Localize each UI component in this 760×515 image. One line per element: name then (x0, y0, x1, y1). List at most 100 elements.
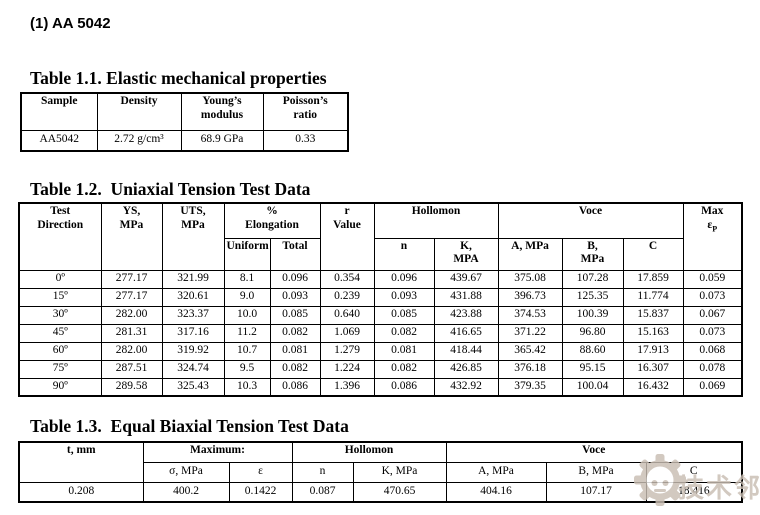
elastic-properties-table: Sample Density Young’s modulus Poisson’s r… (20, 92, 349, 152)
table-cell: 0.069 (682, 377, 743, 397)
table-cell: 1.279 (319, 341, 375, 361)
table-cell: 0.085 (269, 305, 321, 325)
th-test-direction: Test Direction (18, 202, 102, 271)
th-line: B, (587, 239, 598, 252)
table-cell: 1.396 (319, 377, 375, 397)
table-cell: 470.65 (352, 481, 447, 503)
th-line: Young’s (202, 95, 242, 107)
table-cell: AA5042 (20, 129, 98, 152)
table-cell: 0.085 (373, 305, 435, 325)
table-cell: 287.51 (100, 359, 163, 379)
th-k: K, MPA (433, 237, 499, 271)
table2-title: Table 1.2. Uniaxial Tension Test Data (30, 179, 311, 199)
table-cell: 321.99 (161, 269, 225, 289)
table-cell: 60º (18, 341, 102, 361)
table-cell: 90º (18, 377, 102, 397)
table-row: 45º 281.31 317.16 11.2 0.082 1.069 0.082 416.65… (18, 323, 743, 343)
table-cell: 289.58 (100, 377, 163, 397)
th-c: C (645, 461, 743, 483)
th-max-strain: Max εP (682, 202, 743, 271)
page-title: (1) AA 5042 (30, 15, 111, 32)
table-cell: 432.92 (433, 377, 499, 397)
document-page: (1) AA 5042 Table 1.1. Elastic mechanica… (18, 15, 744, 503)
table-cell: 75º (18, 359, 102, 379)
table-cell: 107.28 (561, 269, 624, 289)
th-line: % (266, 205, 278, 217)
table-cell: 282.00 (100, 305, 163, 325)
th-maximum: Maximum: (142, 441, 293, 463)
table-cell: 396.73 (497, 287, 563, 307)
th-b: B, MPa (545, 461, 647, 483)
table-row: 15º 277.17 320.61 9.0 0.093 0.239 0.093 431.88 3… (18, 287, 743, 307)
table-cell: 15.837 (622, 305, 684, 325)
table-cell: 0.096 (269, 269, 321, 289)
table-cell: 325.43 (161, 377, 225, 397)
th-line: r (344, 205, 350, 217)
table-cell: 100.39 (561, 305, 624, 325)
th-hollomon: Hollomon (291, 441, 447, 463)
th-line: modulus (200, 108, 244, 121)
table-cell: 1.069 (319, 323, 375, 343)
table-cell: 0.073 (682, 323, 743, 343)
table-cell: 0.1422 (228, 481, 293, 503)
table-row: 60º 282.00 319.92 10.7 0.081 1.279 0.081 418.44… (18, 341, 743, 361)
table-cell: 0.208 (18, 481, 144, 503)
table-cell: 11.2 (223, 323, 271, 343)
th-line: Test (50, 205, 71, 217)
table1-title: Table 1.1. Elastic mechanical properties (30, 68, 327, 88)
table-cell: 0.082 (269, 359, 321, 379)
table-cell: 423.88 (433, 305, 499, 325)
th-voce: Voce (497, 202, 684, 239)
table1-header: Sample Density Young’s modulus Poisson’s r… (20, 92, 349, 131)
th-line: MPa (580, 253, 605, 266)
th-thickness: t, mm (18, 441, 144, 483)
th-hollomon: Hollomon (373, 202, 499, 239)
th-line: K, (460, 239, 472, 252)
th-k: K, MPa (352, 461, 447, 483)
table-cell: 277.17 (100, 287, 163, 307)
th-line: Max (701, 205, 724, 217)
th-line: Poisson’s (282, 95, 328, 107)
table-cell: 282.00 (100, 341, 163, 361)
table-row: AA5042 2.72 g/cm³ 68.9 GPa 0.33 (20, 129, 349, 152)
table-cell: 400.2 (142, 481, 230, 503)
th-line: ratio (293, 108, 318, 121)
table3-header-row-1: t, mm Maximum: Hollomon Voce (18, 441, 743, 483)
table-cell: 96.80 (561, 323, 624, 343)
table-cell: 404.16 (445, 481, 547, 503)
table-row: 90º 289.58 325.43 10.3 0.086 1.396 0.086 432.92… (18, 377, 743, 397)
th-sample: Sample (20, 92, 98, 131)
table-cell: 0.33 (262, 129, 349, 152)
table-cell: 2.72 g/cm³ (96, 129, 182, 152)
th-poissons-ratio: Poisson’s ratio (262, 92, 349, 131)
table1-body: AA5042 2.72 g/cm³ 68.9 GPa 0.33 (20, 129, 349, 152)
th-total: Total (269, 237, 321, 271)
th-sigma: σ, MPa (142, 461, 230, 483)
th-line: Value (333, 218, 361, 231)
table-cell: 376.18 (497, 359, 563, 379)
th-line: MPA (453, 253, 479, 266)
table-cell: 426.85 (433, 359, 499, 379)
table-cell: 11.774 (622, 287, 684, 307)
table3-title: Table 1.3. Equal Biaxial Tension Test Da… (30, 416, 349, 436)
table-cell: 16.432 (622, 377, 684, 397)
table-cell: 0.354 (319, 269, 375, 289)
table-cell: 371.22 (497, 323, 563, 343)
table-row: 0.208 400.2 0.1422 0.087 470.65 404.16 107.17 1… (18, 481, 743, 503)
table-cell: 0.640 (319, 305, 375, 325)
table-cell: 18.416 (645, 481, 743, 503)
table-cell: 439.67 (433, 269, 499, 289)
table-row: 75º 287.51 324.74 9.5 0.082 1.224 0.082 426.85 3… (18, 359, 743, 379)
th-line: YS, (122, 205, 141, 217)
table-cell: 0.059 (682, 269, 743, 289)
table2-header-row-1: Test Direction YS, MPa UTS, MPa % Elongation… (18, 202, 743, 271)
table-cell: 0.082 (373, 359, 435, 379)
table-cell: 0.086 (269, 377, 321, 397)
table-cell: 0.087 (291, 481, 354, 503)
table-cell: 0.081 (373, 341, 435, 361)
table-row: 0º 277.17 321.99 8.1 0.096 0.354 0.096 439.67 37… (18, 269, 743, 289)
table-cell: 10.0 (223, 305, 271, 325)
table3-header: t, mm Maximum: Hollomon Voce σ, MPa ε n … (18, 441, 743, 483)
th-line: Direction (37, 218, 84, 231)
epsilon-p-symbol: εP (707, 218, 718, 234)
